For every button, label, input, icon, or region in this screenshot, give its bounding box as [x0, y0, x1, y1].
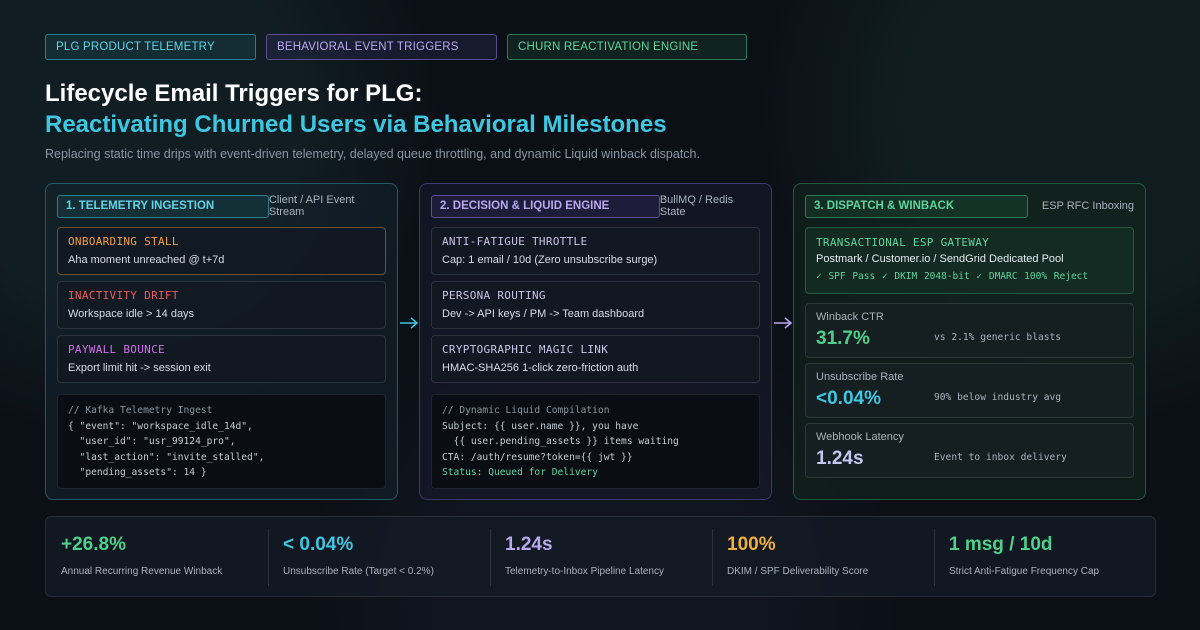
trigger-card-inactivity-drift: INACTIVITY DRIFT Workspace idle > 14 day…: [57, 281, 386, 329]
stat-value: +26.8%: [61, 534, 126, 555]
metric-label: Winback CTR: [816, 311, 884, 323]
metric-label: Unsubscribe Rate: [816, 371, 904, 383]
code-line: Subject: {{ user.name }}, you have: [442, 420, 639, 432]
page-title-highlight: Reactivating Churned Users via Behaviora…: [45, 111, 667, 138]
rule-card-persona-routing: PERSONA ROUTING Dev -> API keys / PM -> …: [431, 281, 760, 329]
trigger-card-paywall-bounce: PAYWALL BOUNCE Export limit hit -> sessi…: [57, 335, 386, 383]
metric-value: 31.7%: [816, 328, 870, 349]
card-desc: Aha moment unreached @ t+7d: [68, 254, 225, 266]
metric-unsubscribe-rate: Unsubscribe Rate <0.04% 90% below indust…: [805, 363, 1134, 418]
liquid-code-block: // Dynamic Liquid Compilation Subject: {{…: [431, 394, 760, 489]
metric-winback-ctr: Winback CTR 31.7% vs 2.1% generic blasts: [805, 303, 1134, 358]
divider: [712, 529, 713, 586]
stat-value: 1.24s: [505, 534, 553, 555]
panel-tag: 3. DISPATCH & WINBACK: [805, 194, 1028, 218]
metric-webhook-latency: Webhook Latency 1.24s Event to inbox del…: [805, 423, 1134, 478]
card-desc: Cap: 1 email / 10d (Zero unsubscribe sur…: [442, 254, 658, 266]
card-title: ONBOARDING STALL: [68, 235, 179, 248]
tag-behavioral-triggers: BEHAVIORAL EVENT TRIGGERS: [266, 34, 497, 60]
code-line: CTA: /auth/resume?token={{ jwt }}: [442, 451, 633, 463]
divider: [268, 529, 269, 586]
code-line: { "event": "workspace_idle_14d",: [68, 420, 253, 432]
divider: [934, 529, 935, 586]
metric-value: <0.04%: [816, 388, 881, 409]
card-desc: Dev -> API keys / PM -> Team dashboard: [442, 308, 645, 320]
metric-value: 1.24s: [816, 448, 864, 469]
card-title: ANTI-FATIGUE THROTTLE: [442, 235, 588, 248]
arrow-right-icon: [774, 317, 793, 329]
stat-arr-winback: +26.8% Annual Recurring Revenue Winback: [46, 517, 268, 598]
stat-value: 100%: [727, 534, 776, 555]
stat-value: < 0.04%: [283, 534, 354, 555]
stat-label: Strict Anti-Fatigue Frequency Cap: [949, 566, 1100, 577]
esp-checks: ✓ SPF Pass ✓ DKIM 2048-bit ✓ DMARC 100% …: [816, 271, 1089, 282]
stat-label: Annual Recurring Revenue Winback: [61, 566, 223, 577]
rule-card-throttle: ANTI-FATIGUE THROTTLE Cap: 1 email / 10d…: [431, 227, 760, 275]
card-title: PAYWALL BOUNCE: [68, 343, 165, 356]
code-line: // Kafka Telemetry Ingest: [68, 405, 213, 416]
esp-title: TRANSACTIONAL ESP GATEWAY: [816, 236, 990, 249]
telemetry-ingestion-panel: 1. TELEMETRY INGESTION Client / API Even…: [45, 183, 398, 500]
tag-plg-telemetry: PLG PRODUCT TELEMETRY: [45, 34, 256, 60]
arrow-right-icon: [400, 317, 419, 329]
metric-note: 90% below industry avg: [934, 392, 1062, 403]
panel-note: Client / API Event Stream: [268, 194, 355, 218]
tag-row: PLG PRODUCT TELEMETRY BEHAVIORAL EVENT T…: [45, 34, 747, 60]
card-desc: Workspace idle > 14 days: [68, 308, 195, 320]
metric-label: Webhook Latency: [816, 431, 904, 443]
metric-note: vs 2.1% generic blasts: [934, 332, 1062, 343]
code-line: "user_id": "usr_99124_pro",: [68, 436, 236, 447]
card-title: INACTIVITY DRIFT: [68, 289, 179, 302]
code-line: // Dynamic Liquid Compilation: [442, 405, 610, 416]
panel-tag: 2. DECISION & LIQUID ENGINE: [431, 194, 660, 218]
code-line: {{ user.pending_assets }} items waiting: [442, 436, 679, 447]
stat-deliverability: 100% DKIM / SPF Deliverability Score: [712, 517, 934, 598]
stat-pipeline-latency: 1.24s Telemetry-to-Inbox Pipeline Latenc…: [490, 517, 712, 598]
stat-label: Telemetry-to-Inbox Pipeline Latency: [505, 566, 664, 577]
kafka-code-block: // Kafka Telemetry Ingest { "event": "wor…: [57, 394, 386, 489]
rule-card-magic-link: CRYPTOGRAPHIC MAGIC LINK HMAC-SHA256 1-c…: [431, 335, 760, 383]
panel-tag: 1. TELEMETRY INGESTION: [57, 194, 269, 218]
stat-frequency-cap: 1 msg / 10d Strict Anti-Fatigue Frequenc…: [934, 517, 1156, 598]
stat-label: Unsubscribe Rate (Target < 0.2%): [283, 566, 434, 577]
dispatch-winback-panel: 3. DISPATCH & WINBACK ESP RFC Inboxing T…: [793, 183, 1146, 500]
code-line: Status: Queued for Delivery: [442, 467, 598, 478]
esp-gateway-card: TRANSACTIONAL ESP GATEWAY Postmark / Cus…: [805, 227, 1134, 294]
page-title: Lifecycle Email Triggers for PLG:: [45, 80, 423, 107]
stat-value: 1 msg / 10d: [949, 534, 1053, 555]
code-line: "pending_assets": 14 }: [68, 467, 207, 478]
trigger-card-onboarding-stall: ONBOARDING STALL Aha moment unreached @ …: [57, 227, 386, 275]
decision-engine-panel: 2. DECISION & LIQUID ENGINE BullMQ / Red…: [419, 183, 772, 500]
code-line: "last_action": "invite_stalled",: [68, 451, 265, 463]
page-subtitle: Replacing static time drips with event-d…: [45, 147, 700, 161]
esp-desc: Postmark / Customer.io / SendGrid Dedica…: [816, 253, 1064, 265]
metric-note: Event to inbox delivery: [934, 452, 1067, 463]
stat-unsubscribe-rate: < 0.04% Unsubscribe Rate (Target < 0.2%): [268, 517, 490, 598]
stats-bar: +26.8% Annual Recurring Revenue Winback …: [45, 516, 1156, 597]
card-title: PERSONA ROUTING: [442, 289, 546, 302]
stat-label: DKIM / SPF Deliverability Score: [727, 566, 869, 577]
card-desc: Export limit hit -> session exit: [68, 362, 211, 374]
panel-note: ESP RFC Inboxing: [1041, 200, 1134, 212]
card-title: CRYPTOGRAPHIC MAGIC LINK: [442, 343, 609, 356]
card-desc: HMAC-SHA256 1-click zero-friction auth: [442, 362, 639, 374]
panel-note: BullMQ / Redis State: [659, 194, 734, 218]
tag-churn-engine: CHURN REACTIVATION ENGINE: [507, 34, 747, 60]
divider: [490, 529, 491, 586]
